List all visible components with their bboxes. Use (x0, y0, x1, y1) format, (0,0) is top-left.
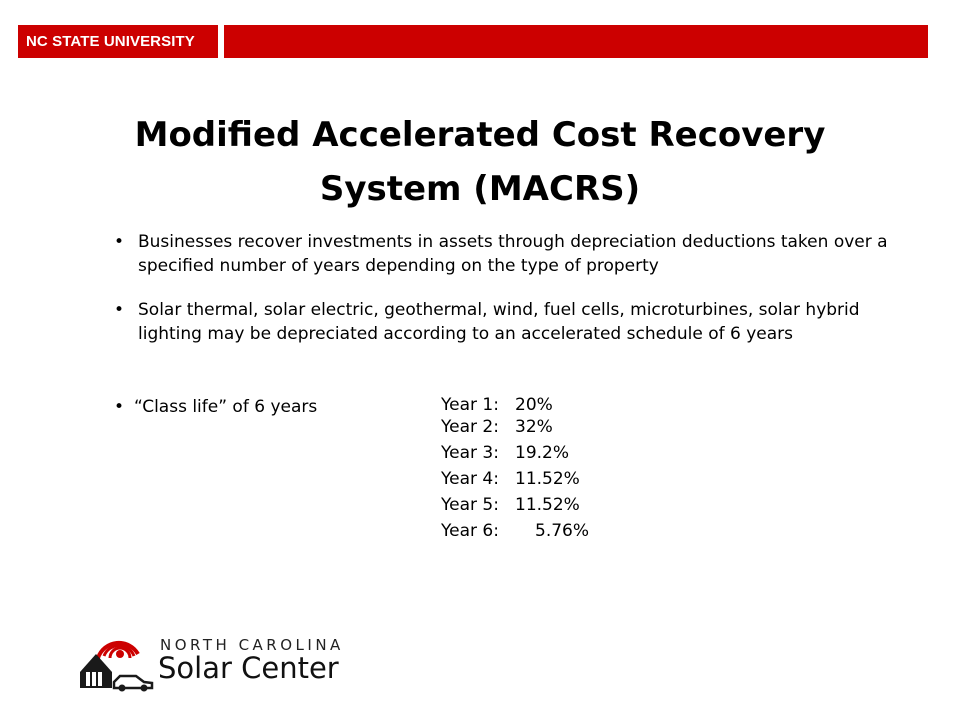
schedule-year: Year 2: (441, 417, 499, 437)
schedule-year: Year 5: (441, 495, 499, 515)
slide-title-line-2: System (MACRS) (319, 169, 641, 209)
header-red-band (224, 25, 928, 58)
bullet-dot: • (114, 300, 125, 320)
logo-line-1: NORTH CAROLINA (160, 636, 344, 654)
schedule-percent: 20% (515, 395, 553, 415)
schedule-percent: 32% (515, 417, 553, 437)
schedule-percent: 19.2% (515, 443, 570, 463)
header-bar: NC STATE UNIVERSITY (18, 25, 928, 58)
schedule-year: Year 3: (441, 443, 499, 463)
bullet-item: • Businesses recover investments in asse… (114, 230, 904, 278)
bullet-dot: • (114, 397, 125, 417)
schedule-percent: 11.52% (515, 469, 580, 489)
nc-state-logo-text: NC STATE UNIVERSITY (26, 33, 195, 50)
schedule-year: Year 4: (441, 469, 499, 489)
schedule-year: Year 1: (441, 395, 499, 415)
nc-solar-center-logo: NORTH CAROLINA Solar Center (78, 632, 348, 692)
bullet-text: Businesses recover investments in assets… (138, 232, 888, 276)
sun-house-car-icon (80, 640, 154, 692)
schedule-percent: 11.52% (515, 495, 580, 515)
bullet-dot: • (114, 232, 125, 252)
slide-title-line-1: Modified Accelerated Cost Recovery (134, 115, 826, 155)
schedule-percent: 5.76% (535, 521, 590, 541)
bullet-item: • Solar thermal, solar electric, geother… (114, 298, 904, 346)
slide-title: Modified Accelerated Cost Recovery Syste… (0, 108, 960, 216)
logo-line-2: Solar Center (158, 651, 339, 685)
bullet-text: Solar thermal, solar electric, geotherma… (138, 300, 860, 344)
class-life-label: “Class life” of 6 years (134, 397, 318, 417)
schedule-year: Year 6: (441, 521, 499, 541)
bullet-list: • Businesses recover investments in asse… (114, 230, 904, 366)
nc-state-logo: NC STATE UNIVERSITY (18, 25, 218, 58)
